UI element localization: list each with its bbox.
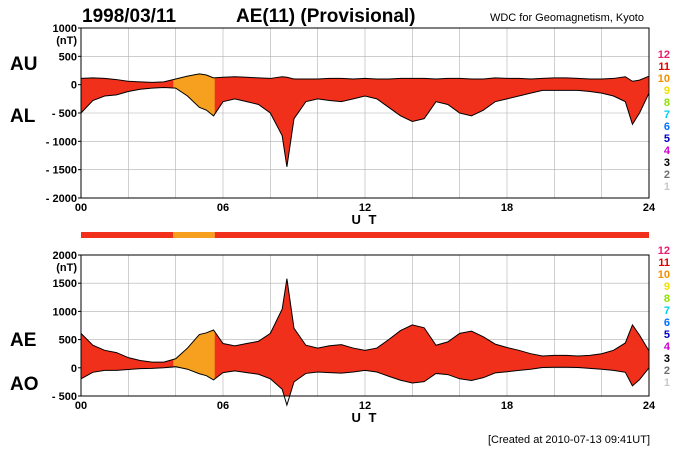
station-legend-item: 4 xyxy=(664,341,671,353)
station-bar-segment xyxy=(214,232,649,238)
au-al-x-axis-label: U T xyxy=(352,212,379,227)
y-tick-label: - 2000 xyxy=(46,193,77,205)
x-tick-label: 24 xyxy=(643,202,656,214)
al-label: AL xyxy=(10,106,36,127)
au-al-grid xyxy=(80,27,650,199)
station-legend-item: 11 xyxy=(658,257,670,269)
au-al-x-ticks: 00 06 12 18 24 xyxy=(75,202,656,214)
station-legend-item: 3 xyxy=(664,157,670,169)
x-tick-label: 12 xyxy=(359,202,371,214)
station-legend-item: 10 xyxy=(658,269,670,281)
ao-label: AO xyxy=(10,374,39,395)
ae-ao-curves xyxy=(80,278,650,407)
series-line-al xyxy=(80,86,650,167)
ae-ao-y-ticks: 2000 1500 1000 500 0 - 500 xyxy=(52,250,81,403)
ae-ao-grid xyxy=(80,254,650,397)
y-tick-label: 1000 xyxy=(53,23,77,35)
ae-ao-x-axis-label: U T xyxy=(352,410,379,425)
plot-title: AE(11) (Provisional) xyxy=(236,6,416,27)
station-legend-item: 5 xyxy=(664,329,670,341)
y-tick-label: 1500 xyxy=(53,278,77,290)
station-legend-item: 12 xyxy=(658,49,670,61)
y-tick-label: 0 xyxy=(71,80,77,92)
station-bar-segment xyxy=(173,232,215,238)
station-legend-item: 11 xyxy=(658,61,670,73)
station-legend-item: 1 xyxy=(664,377,670,389)
station-legend-item: 12 xyxy=(658,245,670,257)
station-legend-item: 8 xyxy=(664,97,670,109)
au-al-y-ticks: 1000 500 0 - 500 - 1000 - 1500 - 2000 xyxy=(46,23,81,205)
station-count-bar xyxy=(81,232,649,238)
series-line-ao xyxy=(80,366,650,407)
ae-label: AE xyxy=(10,330,36,351)
data-source: WDC for Geomagnetism, Kyoto xyxy=(490,12,644,24)
plot-date: 1998/03/11 xyxy=(82,6,176,27)
y-tick-label: 2000 xyxy=(53,250,77,262)
x-tick-label: 18 xyxy=(501,202,513,214)
ae-ao-area xyxy=(81,278,649,396)
station-legend-item: 7 xyxy=(664,305,670,317)
au-al-area xyxy=(81,73,649,167)
station-legend-item: 6 xyxy=(664,121,670,133)
au-al-unit-label: (nT) xyxy=(56,35,77,47)
station-legend-item: 9 xyxy=(664,281,670,293)
station-legend-item: 2 xyxy=(664,169,670,181)
x-tick-label: 06 xyxy=(217,202,229,214)
y-tick-label: - 500 xyxy=(52,391,77,403)
y-tick-label: - 1000 xyxy=(46,136,77,148)
created-timestamp: [Created at 2010-07-13 09:41UT] xyxy=(488,434,650,446)
station-legend-item: 7 xyxy=(664,109,670,121)
au-label: AU xyxy=(10,54,37,75)
station-legend-item: 2 xyxy=(664,365,670,377)
y-tick-label: 500 xyxy=(59,51,77,63)
x-tick-label: 00 xyxy=(75,202,87,214)
reduced-station-area xyxy=(173,73,215,116)
y-tick-label: 1000 xyxy=(53,306,77,318)
station-legend-item: 5 xyxy=(664,133,670,145)
station-legend-item: 1 xyxy=(664,181,670,193)
x-tick-label: 12 xyxy=(359,400,371,412)
y-tick-label: - 1500 xyxy=(46,165,77,177)
station-legend-item: 6 xyxy=(664,317,670,329)
y-tick-label: 0 xyxy=(71,363,77,375)
series-line-ae xyxy=(80,278,650,363)
station-legend-item: 3 xyxy=(664,353,670,365)
station-legend-item: 9 xyxy=(664,85,670,97)
series-line-au xyxy=(80,73,650,83)
x-tick-label: 24 xyxy=(643,400,656,412)
x-tick-label: 06 xyxy=(217,400,229,412)
station-bar-segment xyxy=(81,232,174,238)
ae-ao-frame xyxy=(80,254,650,397)
reduced-station-area xyxy=(173,330,215,380)
x-tick-label: 18 xyxy=(501,400,513,412)
ae-ao-unit-label: (nT) xyxy=(56,262,77,274)
filled-range-area xyxy=(81,278,649,396)
au-al-curves xyxy=(80,73,650,167)
y-tick-label: 500 xyxy=(59,335,77,347)
y-tick-label: - 500 xyxy=(52,108,77,120)
ae-ao-x-ticks: 00 06 12 18 24 xyxy=(75,400,656,412)
station-legend-item: 10 xyxy=(658,73,670,85)
station-legend-item: 8 xyxy=(664,293,670,305)
x-tick-label: 00 xyxy=(75,400,87,412)
filled-range-area xyxy=(81,73,649,167)
station-legend-item: 4 xyxy=(664,145,671,157)
